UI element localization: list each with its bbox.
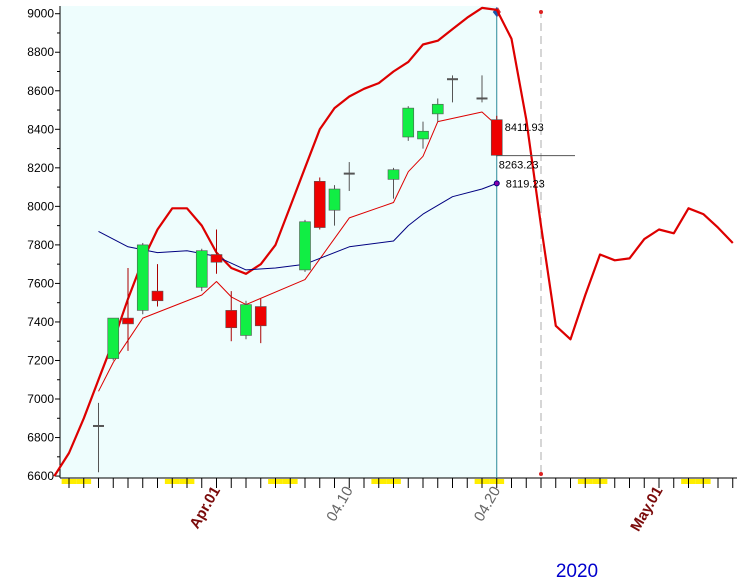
y-tick-label: 7800	[27, 238, 54, 252]
past-period-background	[60, 6, 497, 478]
candle-body	[417, 130, 429, 140]
y-tick-label: 7600	[27, 276, 54, 290]
y-tick-label: 7000	[27, 392, 54, 406]
lower-band-dot	[493, 180, 500, 187]
candle-body	[402, 107, 415, 138]
x-tick-label: Apr.01	[186, 484, 224, 532]
y-tick-label: 7200	[27, 353, 54, 367]
y-tick-label: 8400	[27, 122, 54, 136]
x-tick-label: May.01	[627, 484, 666, 535]
candle-body	[122, 317, 134, 325]
forecast-bottom-dot	[539, 472, 543, 476]
candle-body	[328, 188, 341, 211]
candle-body	[107, 317, 120, 359]
price-label: 8263.23	[499, 160, 539, 172]
forecast-top-dot	[539, 10, 543, 14]
candle-body	[136, 244, 149, 311]
price-label: 8411.93	[505, 122, 544, 134]
candle-body	[299, 221, 311, 271]
x-tick-label: 04.20	[471, 484, 504, 525]
y-tick-label: 8800	[27, 45, 54, 59]
y-tick-label: 8200	[27, 161, 54, 175]
candle-body	[225, 310, 238, 329]
candle-body	[387, 169, 400, 180]
x-tick-label: 04.10	[323, 484, 356, 525]
candle-body	[490, 119, 503, 156]
series-line	[53, 6, 734, 477]
candle-body	[431, 103, 444, 115]
price-label: 8119.23	[506, 178, 545, 190]
y-tick-label: 7400	[27, 315, 54, 329]
candle-body	[254, 306, 267, 327]
y-tick-label: 6600	[27, 469, 54, 483]
candle-body	[313, 181, 326, 228]
candle-body	[210, 254, 223, 263]
y-tick-label: 6800	[27, 431, 54, 445]
y-tick-label: 8000	[27, 199, 54, 213]
candle-body	[195, 250, 208, 288]
year-label: 2020	[556, 561, 598, 582]
candle-body	[151, 290, 164, 302]
series-line	[98, 111, 498, 392]
candle-body	[240, 304, 252, 336]
y-tick-label: 9000	[27, 7, 54, 21]
y-tick-label: 8600	[27, 84, 54, 98]
